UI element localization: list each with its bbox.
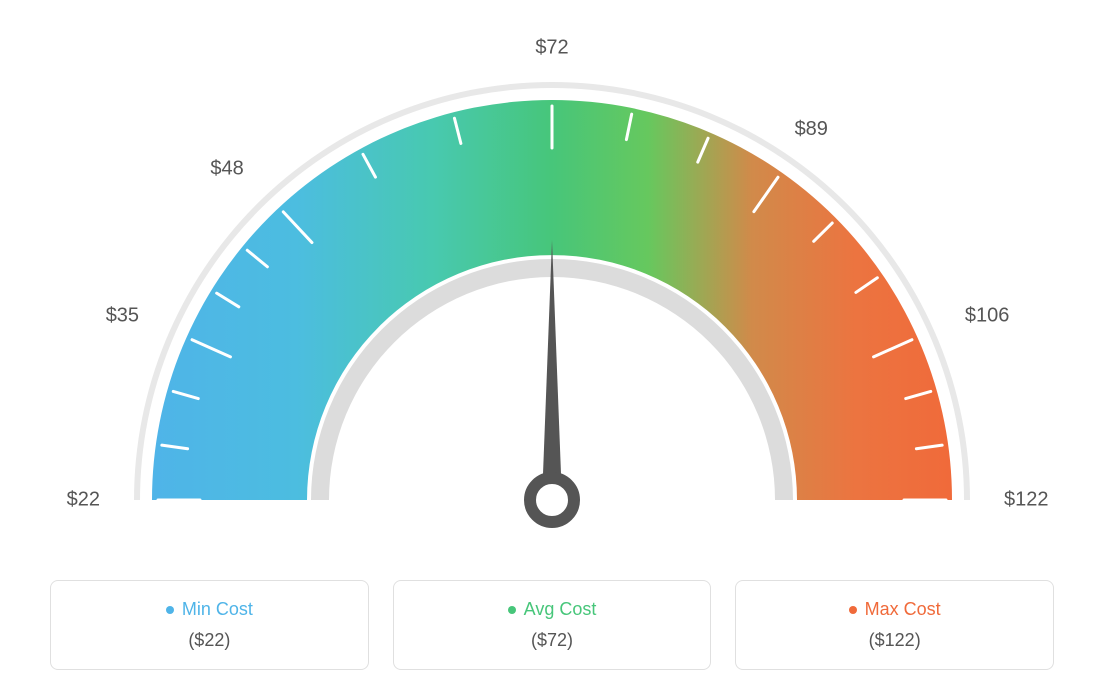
legend-title-min-text: Min Cost: [182, 599, 253, 620]
legend-dot-max: [849, 606, 857, 614]
gauge-tick-label: $122: [1004, 488, 1049, 510]
gauge-tick-label: $106: [965, 304, 1010, 326]
legend-value-avg: ($72): [414, 630, 691, 651]
gauge-tick-label: $22: [67, 488, 100, 510]
legend-dot-avg: [508, 606, 516, 614]
legend-dot-min: [166, 606, 174, 614]
legend-card-max: Max Cost ($122): [735, 580, 1054, 670]
legend-value-max: ($122): [756, 630, 1033, 651]
gauge-needle-hub: [530, 478, 574, 522]
gauge-chart: $22 $35 $48 $72 $89 $106 $122 Min Cost ($22) A…: [20, 20, 1084, 670]
legend-row: Min Cost ($22) Avg Cost ($72) Max Cost (…: [20, 580, 1084, 670]
legend-title-max: Max Cost: [849, 599, 941, 620]
gauge-needle: [542, 240, 562, 500]
gauge-tick-label: $48: [210, 158, 243, 180]
legend-title-avg: Avg Cost: [508, 599, 597, 620]
legend-card-avg: Avg Cost ($72): [393, 580, 712, 670]
gauge-tick-label: $35: [106, 304, 139, 326]
gauge-svg: $22 $35 $48 $72 $89 $106 $122: [20, 20, 1084, 550]
legend-title-avg-text: Avg Cost: [524, 599, 597, 620]
gauge-tick-label: $89: [795, 118, 828, 140]
gauge-tick-label: $72: [535, 36, 568, 58]
legend-value-min: ($22): [71, 630, 348, 651]
legend-title-max-text: Max Cost: [865, 599, 941, 620]
legend-card-min: Min Cost ($22): [50, 580, 369, 670]
legend-title-min: Min Cost: [166, 599, 253, 620]
